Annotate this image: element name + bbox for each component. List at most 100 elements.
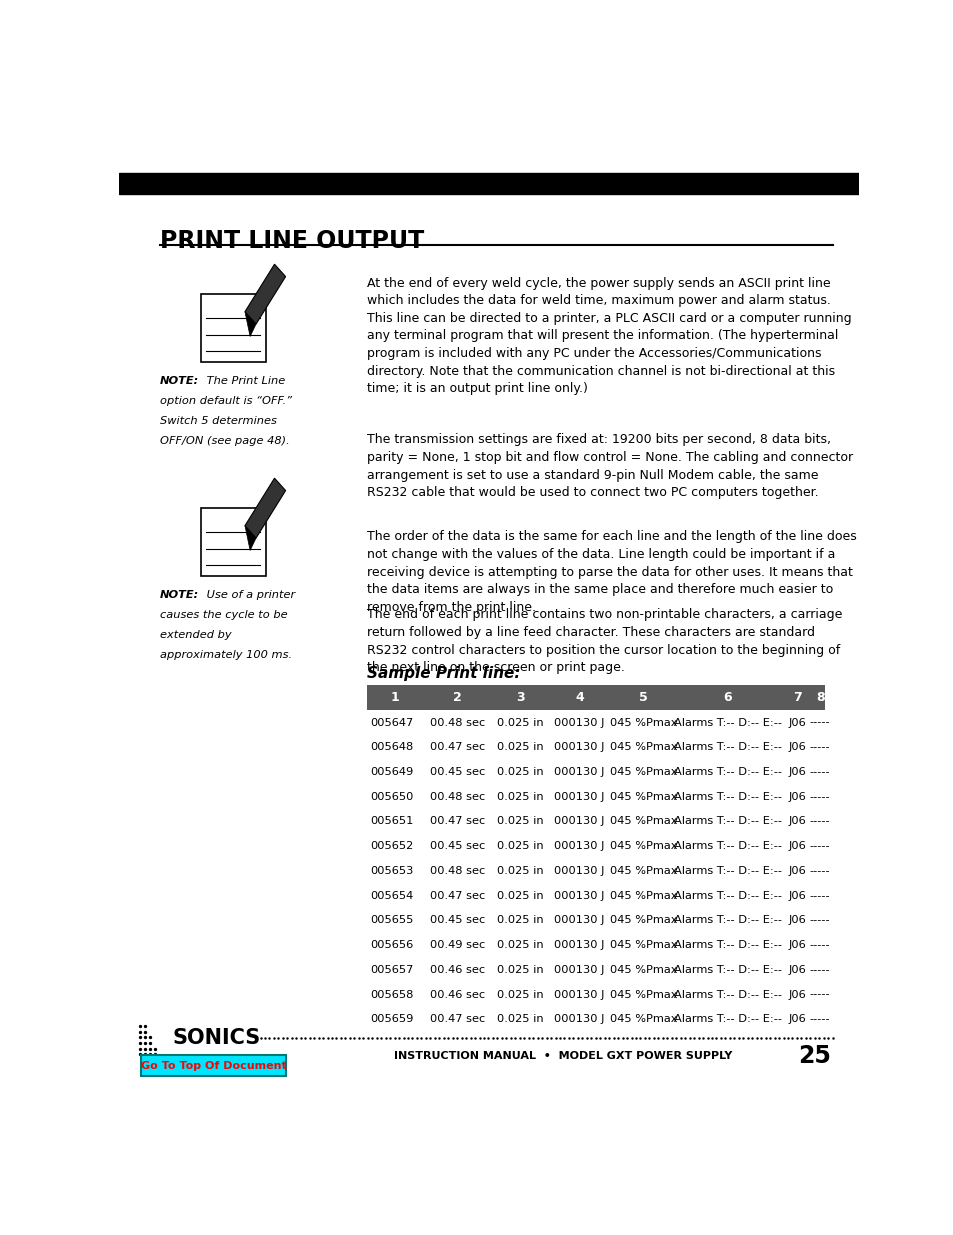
Text: 000130 J: 000130 J [554, 767, 604, 777]
Text: J06: J06 [787, 767, 805, 777]
Text: Alarms T:-- D:-- E:--: Alarms T:-- D:-- E:-- [673, 767, 781, 777]
Text: 000130 J: 000130 J [554, 866, 604, 876]
Text: 045 %Pmax: 045 %Pmax [609, 915, 677, 925]
Text: -----: ----- [809, 866, 830, 876]
Text: 000130 J: 000130 J [554, 915, 604, 925]
Text: 00.47 sec: 00.47 sec [430, 742, 485, 752]
Text: -----: ----- [809, 816, 830, 826]
Bar [200, 294, 265, 362]
Text: 045 %Pmax: 045 %Pmax [609, 718, 677, 727]
Text: Alarms T:-- D:-- E:--: Alarms T:-- D:-- E:-- [673, 718, 781, 727]
Text: RS232 control characters to position the cursor location to the beginning of: RS232 control characters to position the… [367, 643, 840, 657]
Text: extended by: extended by [160, 630, 232, 640]
Text: -----: ----- [809, 989, 830, 999]
Text: 7: 7 [792, 692, 801, 704]
Polygon shape [245, 478, 285, 538]
Text: 0.025 in: 0.025 in [497, 767, 543, 777]
Text: J06: J06 [787, 841, 805, 851]
Text: 00.49 sec: 00.49 sec [430, 940, 485, 950]
Text: -----: ----- [809, 890, 830, 900]
Text: J06: J06 [787, 816, 805, 826]
Text: approximately 100 ms.: approximately 100 ms. [160, 651, 292, 661]
Text: -----: ----- [809, 841, 830, 851]
Text: NOTE:: NOTE: [160, 590, 199, 600]
Text: -----: ----- [809, 718, 830, 727]
Text: -----: ----- [809, 965, 830, 974]
Polygon shape [245, 526, 255, 551]
Text: SONICS: SONICS [172, 1029, 260, 1049]
Text: 000130 J: 000130 J [554, 965, 604, 974]
Text: Alarms T:-- D:-- E:--: Alarms T:-- D:-- E:-- [673, 816, 781, 826]
Text: 005657: 005657 [370, 965, 413, 974]
Polygon shape [245, 311, 255, 336]
Text: 25: 25 [797, 1045, 830, 1068]
Text: 045 %Pmax: 045 %Pmax [609, 816, 677, 826]
Text: 005647: 005647 [370, 718, 413, 727]
Text: 00.45 sec: 00.45 sec [430, 767, 485, 777]
Text: 005655: 005655 [370, 915, 413, 925]
Text: 000130 J: 000130 J [554, 792, 604, 802]
Text: 3: 3 [516, 692, 524, 704]
Text: remove from the print line.: remove from the print line. [367, 601, 536, 614]
Text: 00.47 sec: 00.47 sec [430, 890, 485, 900]
Text: J06: J06 [787, 1014, 805, 1024]
Text: 045 %Pmax: 045 %Pmax [609, 767, 677, 777]
Text: At the end of every weld cycle, the power supply sends an ASCII print line: At the end of every weld cycle, the powe… [367, 277, 830, 289]
Text: 0.025 in: 0.025 in [497, 915, 543, 925]
Text: J06: J06 [787, 792, 805, 802]
Text: -----: ----- [809, 742, 830, 752]
Text: INSTRUCTION MANUAL  •  MODEL GXT POWER SUPPLY: INSTRUCTION MANUAL • MODEL GXT POWER SUP… [394, 1051, 731, 1061]
Text: 000130 J: 000130 J [554, 890, 604, 900]
Text: 00.46 sec: 00.46 sec [430, 965, 484, 974]
Text: NOTE:: NOTE: [160, 377, 199, 387]
Text: 005658: 005658 [370, 989, 413, 999]
Text: J06: J06 [787, 866, 805, 876]
Text: J06: J06 [787, 915, 805, 925]
Text: Alarms T:-- D:-- E:--: Alarms T:-- D:-- E:-- [673, 1014, 781, 1024]
Text: 000130 J: 000130 J [554, 1014, 604, 1024]
Text: 045 %Pmax: 045 %Pmax [609, 792, 677, 802]
Text: which includes the data for weld time, maximum power and alarm status.: which includes the data for weld time, m… [367, 294, 830, 308]
Text: time; it is an output print line only.): time; it is an output print line only.) [367, 382, 587, 395]
Text: 00.47 sec: 00.47 sec [430, 816, 485, 826]
Text: 8: 8 [815, 692, 823, 704]
Text: 0.025 in: 0.025 in [497, 816, 543, 826]
Text: 045 %Pmax: 045 %Pmax [609, 866, 677, 876]
Text: causes the cycle to be: causes the cycle to be [160, 610, 287, 620]
Text: -----: ----- [809, 1014, 830, 1024]
Text: -----: ----- [809, 915, 830, 925]
Text: 6: 6 [722, 692, 731, 704]
Text: option default is “OFF.”: option default is “OFF.” [160, 396, 292, 406]
Text: 000130 J: 000130 J [554, 718, 604, 727]
Text: The Print Line: The Print Line [203, 377, 285, 387]
Text: 1: 1 [390, 692, 398, 704]
Bar [141, 1056, 285, 1077]
Text: Alarms T:-- D:-- E:--: Alarms T:-- D:-- E:-- [673, 792, 781, 802]
Text: J06: J06 [787, 940, 805, 950]
Text: parity = None, 1 stop bit and flow control = None. The cabling and connector: parity = None, 1 stop bit and flow contr… [367, 451, 852, 464]
Text: program is included with any PC under the Accessories/Communications: program is included with any PC under th… [367, 347, 821, 359]
Text: 0.025 in: 0.025 in [497, 989, 543, 999]
Text: 005659: 005659 [370, 1014, 413, 1024]
Text: receiving device is attempting to parse the data for other uses. It means that: receiving device is attempting to parse … [367, 566, 852, 579]
Text: OFF/ON (see page 48).: OFF/ON (see page 48). [160, 436, 290, 446]
Text: Switch 5 determines: Switch 5 determines [160, 416, 276, 426]
Text: 005652: 005652 [370, 841, 413, 851]
Text: 00.48 sec: 00.48 sec [430, 792, 485, 802]
Text: the next line on the screen or print page.: the next line on the screen or print pag… [367, 661, 624, 674]
Text: 00.47 sec: 00.47 sec [430, 1014, 485, 1024]
Text: 005651: 005651 [370, 816, 413, 826]
Text: Alarms T:-- D:-- E:--: Alarms T:-- D:-- E:-- [673, 915, 781, 925]
Text: 045 %Pmax: 045 %Pmax [609, 841, 677, 851]
Text: return followed by a line feed character. These characters are standard: return followed by a line feed character… [367, 626, 814, 638]
Text: J06: J06 [787, 890, 805, 900]
Text: -----: ----- [809, 767, 830, 777]
Text: 0.025 in: 0.025 in [497, 1014, 543, 1024]
Text: Alarms T:-- D:-- E:--: Alarms T:-- D:-- E:-- [673, 989, 781, 999]
Text: 0.025 in: 0.025 in [497, 890, 543, 900]
Text: Sample Print line:: Sample Print line: [367, 667, 520, 682]
Text: directory. Note that the communication channel is not bi-directional at this: directory. Note that the communication c… [367, 364, 834, 378]
Text: 000130 J: 000130 J [554, 989, 604, 999]
Text: 005649: 005649 [370, 767, 413, 777]
Text: Use of a printer: Use of a printer [203, 590, 294, 600]
